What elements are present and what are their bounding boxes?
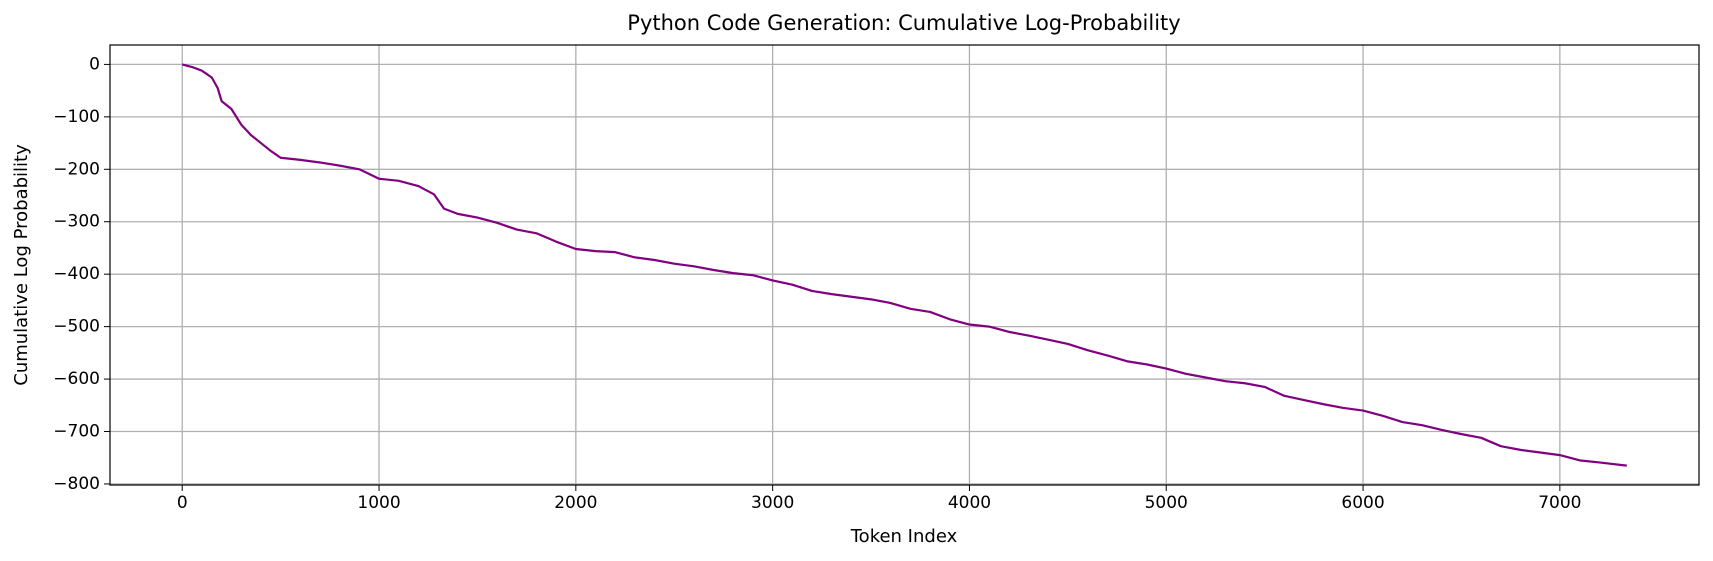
x-tick-label: 3000 bbox=[751, 493, 794, 513]
y-tick-label: −600 bbox=[53, 369, 100, 389]
y-axis-label: Cumulative Log Probability bbox=[11, 144, 32, 386]
data-line bbox=[181, 63, 1627, 467]
y-tick-label: 0 bbox=[89, 54, 100, 74]
y-tick-label: −700 bbox=[53, 422, 100, 442]
y-tick-label: −800 bbox=[53, 474, 100, 494]
x-tick-label: 1000 bbox=[357, 493, 400, 513]
plot-frame bbox=[109, 44, 1700, 486]
y-tick-label: −200 bbox=[53, 159, 100, 179]
x-tick-label: 7000 bbox=[1538, 493, 1581, 513]
x-tick-label: 0 bbox=[177, 493, 188, 513]
y-tick-label: −300 bbox=[53, 212, 100, 232]
x-tick-label: 6000 bbox=[1341, 493, 1384, 513]
x-tick-label: 5000 bbox=[1145, 493, 1188, 513]
x-axis-label: Token Index bbox=[850, 526, 958, 547]
x-tick-label: 2000 bbox=[554, 493, 597, 513]
y-tick-label: −400 bbox=[53, 264, 100, 284]
y-tick-label: −100 bbox=[53, 107, 100, 127]
y-tick-label: −500 bbox=[53, 317, 100, 337]
x-tick-label: 4000 bbox=[948, 493, 991, 513]
chart-title: Python Code Generation: Cumulative Log-P… bbox=[627, 11, 1180, 35]
